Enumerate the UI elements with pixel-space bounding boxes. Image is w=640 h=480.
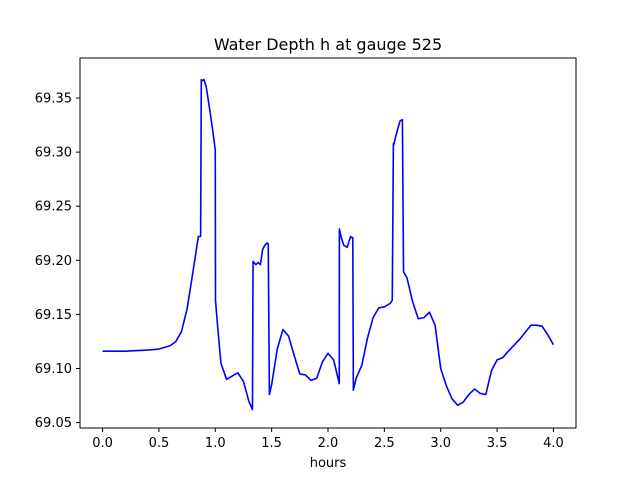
x-tick-label: 3.0 (430, 436, 451, 451)
y-tick-label: 69.15 (35, 308, 72, 323)
x-tick-label: 0.5 (149, 436, 170, 451)
series-line (102, 78, 555, 411)
y-tick-label: 69.30 (35, 146, 72, 161)
y-tick-label: 69.05 (35, 416, 72, 431)
y-axis: 69.05 69.10 69.15 69.20 69.25 69.30 69.35 (35, 92, 80, 431)
x-tick-label: 2.5 (374, 436, 395, 451)
y-tick-label: 69.10 (35, 362, 72, 377)
x-tick-label: 4.0 (543, 436, 564, 451)
series-layer (102, 78, 555, 411)
y-tick-label: 69.20 (35, 254, 72, 269)
x-axis: 0.0 0.5 1.0 1.5 2.0 2.5 3.0 3.5 4.0 (92, 428, 564, 451)
chart-title: Water Depth h at gauge 525 (214, 35, 442, 54)
x-tick-label: 3.5 (487, 436, 508, 451)
x-tick-label: 2.0 (318, 436, 339, 451)
x-tick-label: 0.0 (92, 436, 113, 451)
x-tick-label: 1.0 (205, 436, 226, 451)
x-tick-label: 1.5 (261, 436, 282, 451)
y-tick-label: 69.25 (35, 200, 72, 215)
y-tick-label: 69.35 (35, 92, 72, 107)
x-axis-label: hours (310, 456, 347, 471)
